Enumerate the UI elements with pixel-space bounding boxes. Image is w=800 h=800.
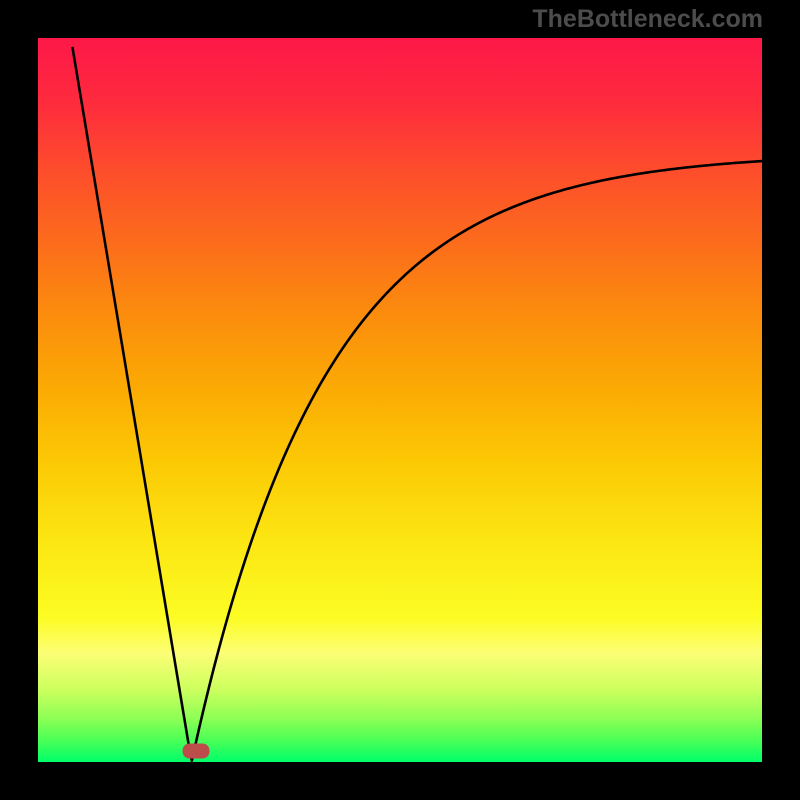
bottleneck-curve (72, 47, 762, 761)
watermark-text: TheBottleneck.com (532, 5, 763, 34)
plot-area (38, 38, 762, 762)
vertex-marker (182, 744, 209, 759)
chart-stage: TheBottleneck.com (0, 0, 800, 800)
curve-layer (38, 38, 762, 762)
